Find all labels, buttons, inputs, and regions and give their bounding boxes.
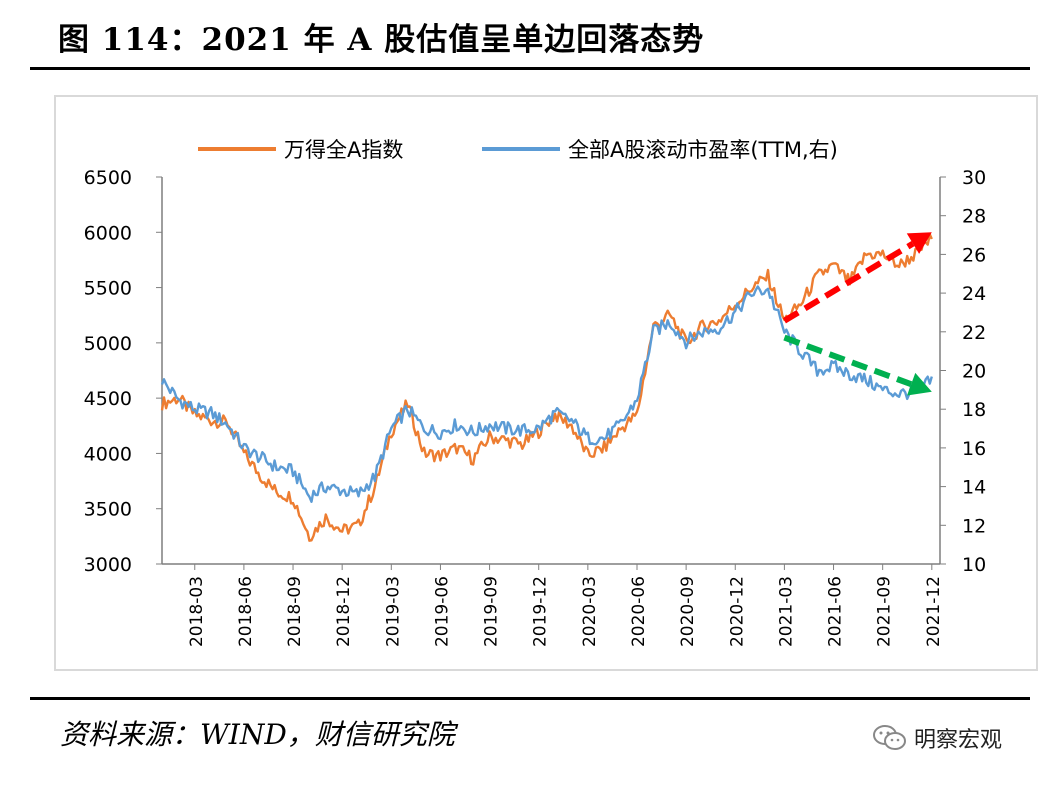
left-tick-label: 3000 — [84, 554, 132, 576]
x-tick-label: 2018-09 — [285, 576, 305, 647]
series-line-wind-a-index — [160, 233, 933, 542]
left-tick-label: 3500 — [84, 499, 132, 521]
legend-label-pe-ttm: 全部A股滚动市盈率(TTM,右) — [568, 138, 838, 162]
watermark-text: 明察宏观 — [914, 728, 1003, 753]
left-tick-label: 5000 — [84, 333, 132, 355]
legend-label-wind-a-index: 万得全A指数 — [284, 138, 403, 162]
x-tick-label: 2020-03 — [580, 576, 600, 647]
right-tick-label: 12 — [962, 515, 986, 537]
trend-arrow-head-down — [907, 372, 932, 396]
right-tick-label: 10 — [962, 554, 986, 576]
trend-arrow-shaft-down — [783, 334, 913, 388]
right-tick-label: 20 — [962, 361, 986, 383]
left-tick-label: 6000 — [84, 222, 132, 244]
x-tick-label: 2019-03 — [383, 576, 403, 647]
right-tick-label: 26 — [962, 244, 986, 266]
right-tick-label: 18 — [962, 399, 986, 421]
x-tick-label: 2021-09 — [875, 576, 895, 647]
x-tick-label: 2020-06 — [629, 576, 649, 647]
bottom-rule — [30, 697, 1030, 700]
x-tick-label: 2018-12 — [334, 576, 354, 647]
trend-arrow-head-up — [906, 232, 932, 254]
right-axis: 10 12 14 16 18 20 22 24 26 28 30 — [939, 167, 986, 576]
wechat-icon — [873, 725, 906, 750]
right-tick-label: 22 — [962, 322, 986, 344]
right-tick-label: 14 — [962, 477, 986, 499]
x-tick-label: 2021-12 — [924, 576, 944, 647]
x-tick-label: 2018-06 — [236, 576, 256, 647]
trend-arrow-shaft-up — [782, 241, 915, 324]
figure-title: 图 114：2021 年 A 股估值呈单边回落态势 — [58, 22, 705, 58]
trend-arrows — [782, 232, 932, 396]
chart-frame: 万得全A指数 全部A股滚动市盈率(TTM,右) 3000 3500 4000 4500 5… — [54, 95, 1038, 671]
x-tick-label: 2021-03 — [776, 576, 796, 647]
x-axis: 2018-03 2018-06 2018-09 2018-12 2019-03 2019-… — [162, 563, 944, 647]
x-tick-label: 2021-06 — [826, 576, 846, 647]
source-note: 资料来源：WIND，财信研究院 — [60, 718, 455, 751]
chart-svg: 万得全A指数 全部A股滚动市盈率(TTM,右) 3000 3500 4000 4500 5… — [84, 138, 987, 647]
plot-lines — [160, 233, 933, 542]
x-tick-label: 2020-09 — [678, 576, 698, 647]
left-tick-label: 6500 — [84, 167, 132, 189]
right-tick-label: 30 — [962, 167, 986, 189]
x-tick-label: 2019-09 — [482, 576, 502, 647]
right-tick-label: 16 — [962, 438, 986, 460]
right-tick-label: 28 — [962, 206, 986, 228]
legend: 万得全A指数 全部A股滚动市盈率(TTM,右) — [198, 138, 838, 162]
top-rule — [30, 67, 1030, 70]
x-tick-label: 2019-12 — [531, 576, 551, 647]
left-tick-label: 5500 — [84, 278, 132, 300]
left-tick-label: 4000 — [84, 443, 132, 465]
x-tick-label: 2020-12 — [727, 576, 747, 647]
x-tick-label: 2018-03 — [187, 576, 207, 647]
watermark: 明察宏观 — [872, 722, 1002, 754]
left-axis: 3000 3500 4000 4500 5000 5500 6000 6500 — [84, 167, 163, 576]
x-tick-label: 2019-06 — [432, 576, 452, 647]
series-line-pe-ttm — [160, 285, 933, 503]
left-tick-label: 4500 — [84, 388, 132, 410]
right-tick-label: 24 — [962, 283, 986, 305]
